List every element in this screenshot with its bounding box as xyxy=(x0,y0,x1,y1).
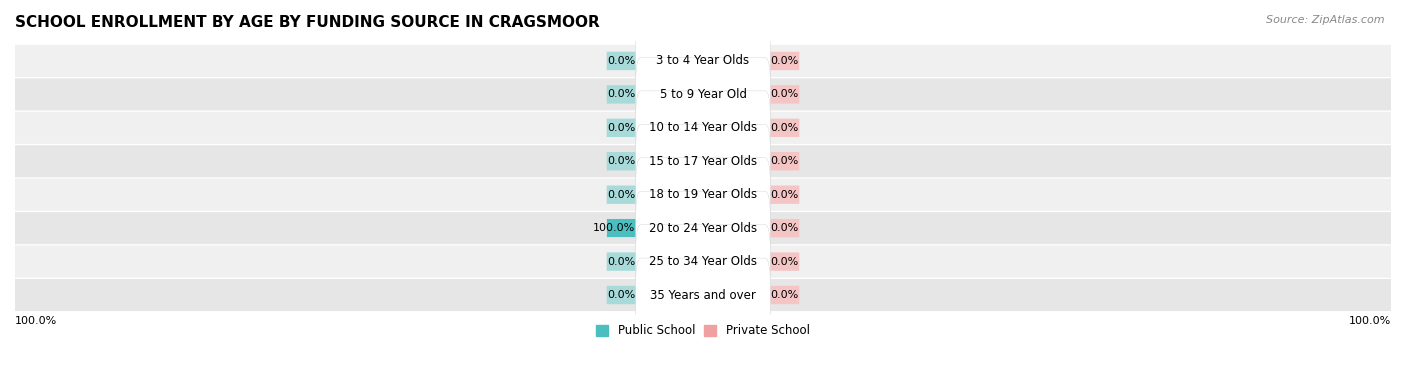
Text: 0.0%: 0.0% xyxy=(607,290,636,300)
FancyBboxPatch shape xyxy=(606,85,703,104)
Text: 0.0%: 0.0% xyxy=(770,156,799,166)
Bar xyxy=(682,186,703,204)
Bar xyxy=(703,152,724,170)
FancyBboxPatch shape xyxy=(636,24,770,98)
FancyBboxPatch shape xyxy=(703,219,800,237)
Legend: Public School, Private School: Public School, Private School xyxy=(592,320,814,342)
FancyBboxPatch shape xyxy=(703,186,800,204)
Text: 35 Years and over: 35 Years and over xyxy=(650,288,756,302)
FancyBboxPatch shape xyxy=(703,85,800,104)
FancyBboxPatch shape xyxy=(636,91,770,165)
FancyBboxPatch shape xyxy=(15,45,1391,77)
FancyBboxPatch shape xyxy=(15,145,1391,177)
Text: 25 to 34 Year Olds: 25 to 34 Year Olds xyxy=(650,255,756,268)
Bar xyxy=(703,85,724,104)
Bar xyxy=(703,219,724,237)
Text: 0.0%: 0.0% xyxy=(607,190,636,200)
FancyBboxPatch shape xyxy=(636,158,770,232)
FancyBboxPatch shape xyxy=(606,186,703,204)
FancyBboxPatch shape xyxy=(636,225,770,299)
Text: 0.0%: 0.0% xyxy=(607,56,636,66)
Bar xyxy=(682,85,703,104)
FancyBboxPatch shape xyxy=(606,286,703,304)
Text: 100.0%: 100.0% xyxy=(15,316,58,326)
FancyBboxPatch shape xyxy=(636,258,770,332)
FancyBboxPatch shape xyxy=(703,119,800,137)
Text: 0.0%: 0.0% xyxy=(770,190,799,200)
FancyBboxPatch shape xyxy=(606,119,703,137)
FancyBboxPatch shape xyxy=(703,152,800,170)
Text: 3 to 4 Year Olds: 3 to 4 Year Olds xyxy=(657,54,749,67)
Text: 0.0%: 0.0% xyxy=(770,290,799,300)
FancyBboxPatch shape xyxy=(15,179,1391,211)
FancyBboxPatch shape xyxy=(606,219,703,237)
Text: 100.0%: 100.0% xyxy=(1348,316,1391,326)
Text: 0.0%: 0.0% xyxy=(770,223,799,233)
Bar xyxy=(703,286,724,304)
Bar xyxy=(682,52,703,70)
FancyBboxPatch shape xyxy=(15,78,1391,110)
Text: 0.0%: 0.0% xyxy=(607,156,636,166)
Bar xyxy=(703,52,724,70)
Text: 0.0%: 0.0% xyxy=(607,123,636,133)
Text: 100.0%: 100.0% xyxy=(593,223,636,233)
Text: 0.0%: 0.0% xyxy=(770,56,799,66)
Text: 5 to 9 Year Old: 5 to 9 Year Old xyxy=(659,88,747,101)
FancyBboxPatch shape xyxy=(703,286,800,304)
FancyBboxPatch shape xyxy=(606,152,703,170)
Text: 0.0%: 0.0% xyxy=(770,257,799,266)
Bar xyxy=(606,219,703,237)
Text: Source: ZipAtlas.com: Source: ZipAtlas.com xyxy=(1267,15,1385,25)
Bar xyxy=(682,286,703,304)
FancyBboxPatch shape xyxy=(606,253,703,271)
Bar xyxy=(703,119,724,137)
FancyBboxPatch shape xyxy=(703,52,800,70)
FancyBboxPatch shape xyxy=(636,57,770,131)
FancyBboxPatch shape xyxy=(703,253,800,271)
Text: 20 to 24 Year Olds: 20 to 24 Year Olds xyxy=(650,222,756,235)
Bar xyxy=(682,253,703,271)
Bar xyxy=(682,119,703,137)
FancyBboxPatch shape xyxy=(15,112,1391,144)
FancyBboxPatch shape xyxy=(606,52,703,70)
Text: 0.0%: 0.0% xyxy=(607,89,636,99)
Text: 0.0%: 0.0% xyxy=(607,257,636,266)
Text: 10 to 14 Year Olds: 10 to 14 Year Olds xyxy=(650,121,756,134)
FancyBboxPatch shape xyxy=(15,246,1391,277)
Text: SCHOOL ENROLLMENT BY AGE BY FUNDING SOURCE IN CRAGSMOOR: SCHOOL ENROLLMENT BY AGE BY FUNDING SOUR… xyxy=(15,15,600,30)
FancyBboxPatch shape xyxy=(636,191,770,265)
Bar xyxy=(703,253,724,271)
Text: 15 to 17 Year Olds: 15 to 17 Year Olds xyxy=(650,155,756,168)
Text: 0.0%: 0.0% xyxy=(770,123,799,133)
Bar xyxy=(682,152,703,170)
FancyBboxPatch shape xyxy=(15,279,1391,311)
FancyBboxPatch shape xyxy=(636,124,770,198)
Text: 0.0%: 0.0% xyxy=(770,89,799,99)
FancyBboxPatch shape xyxy=(15,212,1391,244)
Bar xyxy=(703,186,724,204)
Text: 18 to 19 Year Olds: 18 to 19 Year Olds xyxy=(650,188,756,201)
